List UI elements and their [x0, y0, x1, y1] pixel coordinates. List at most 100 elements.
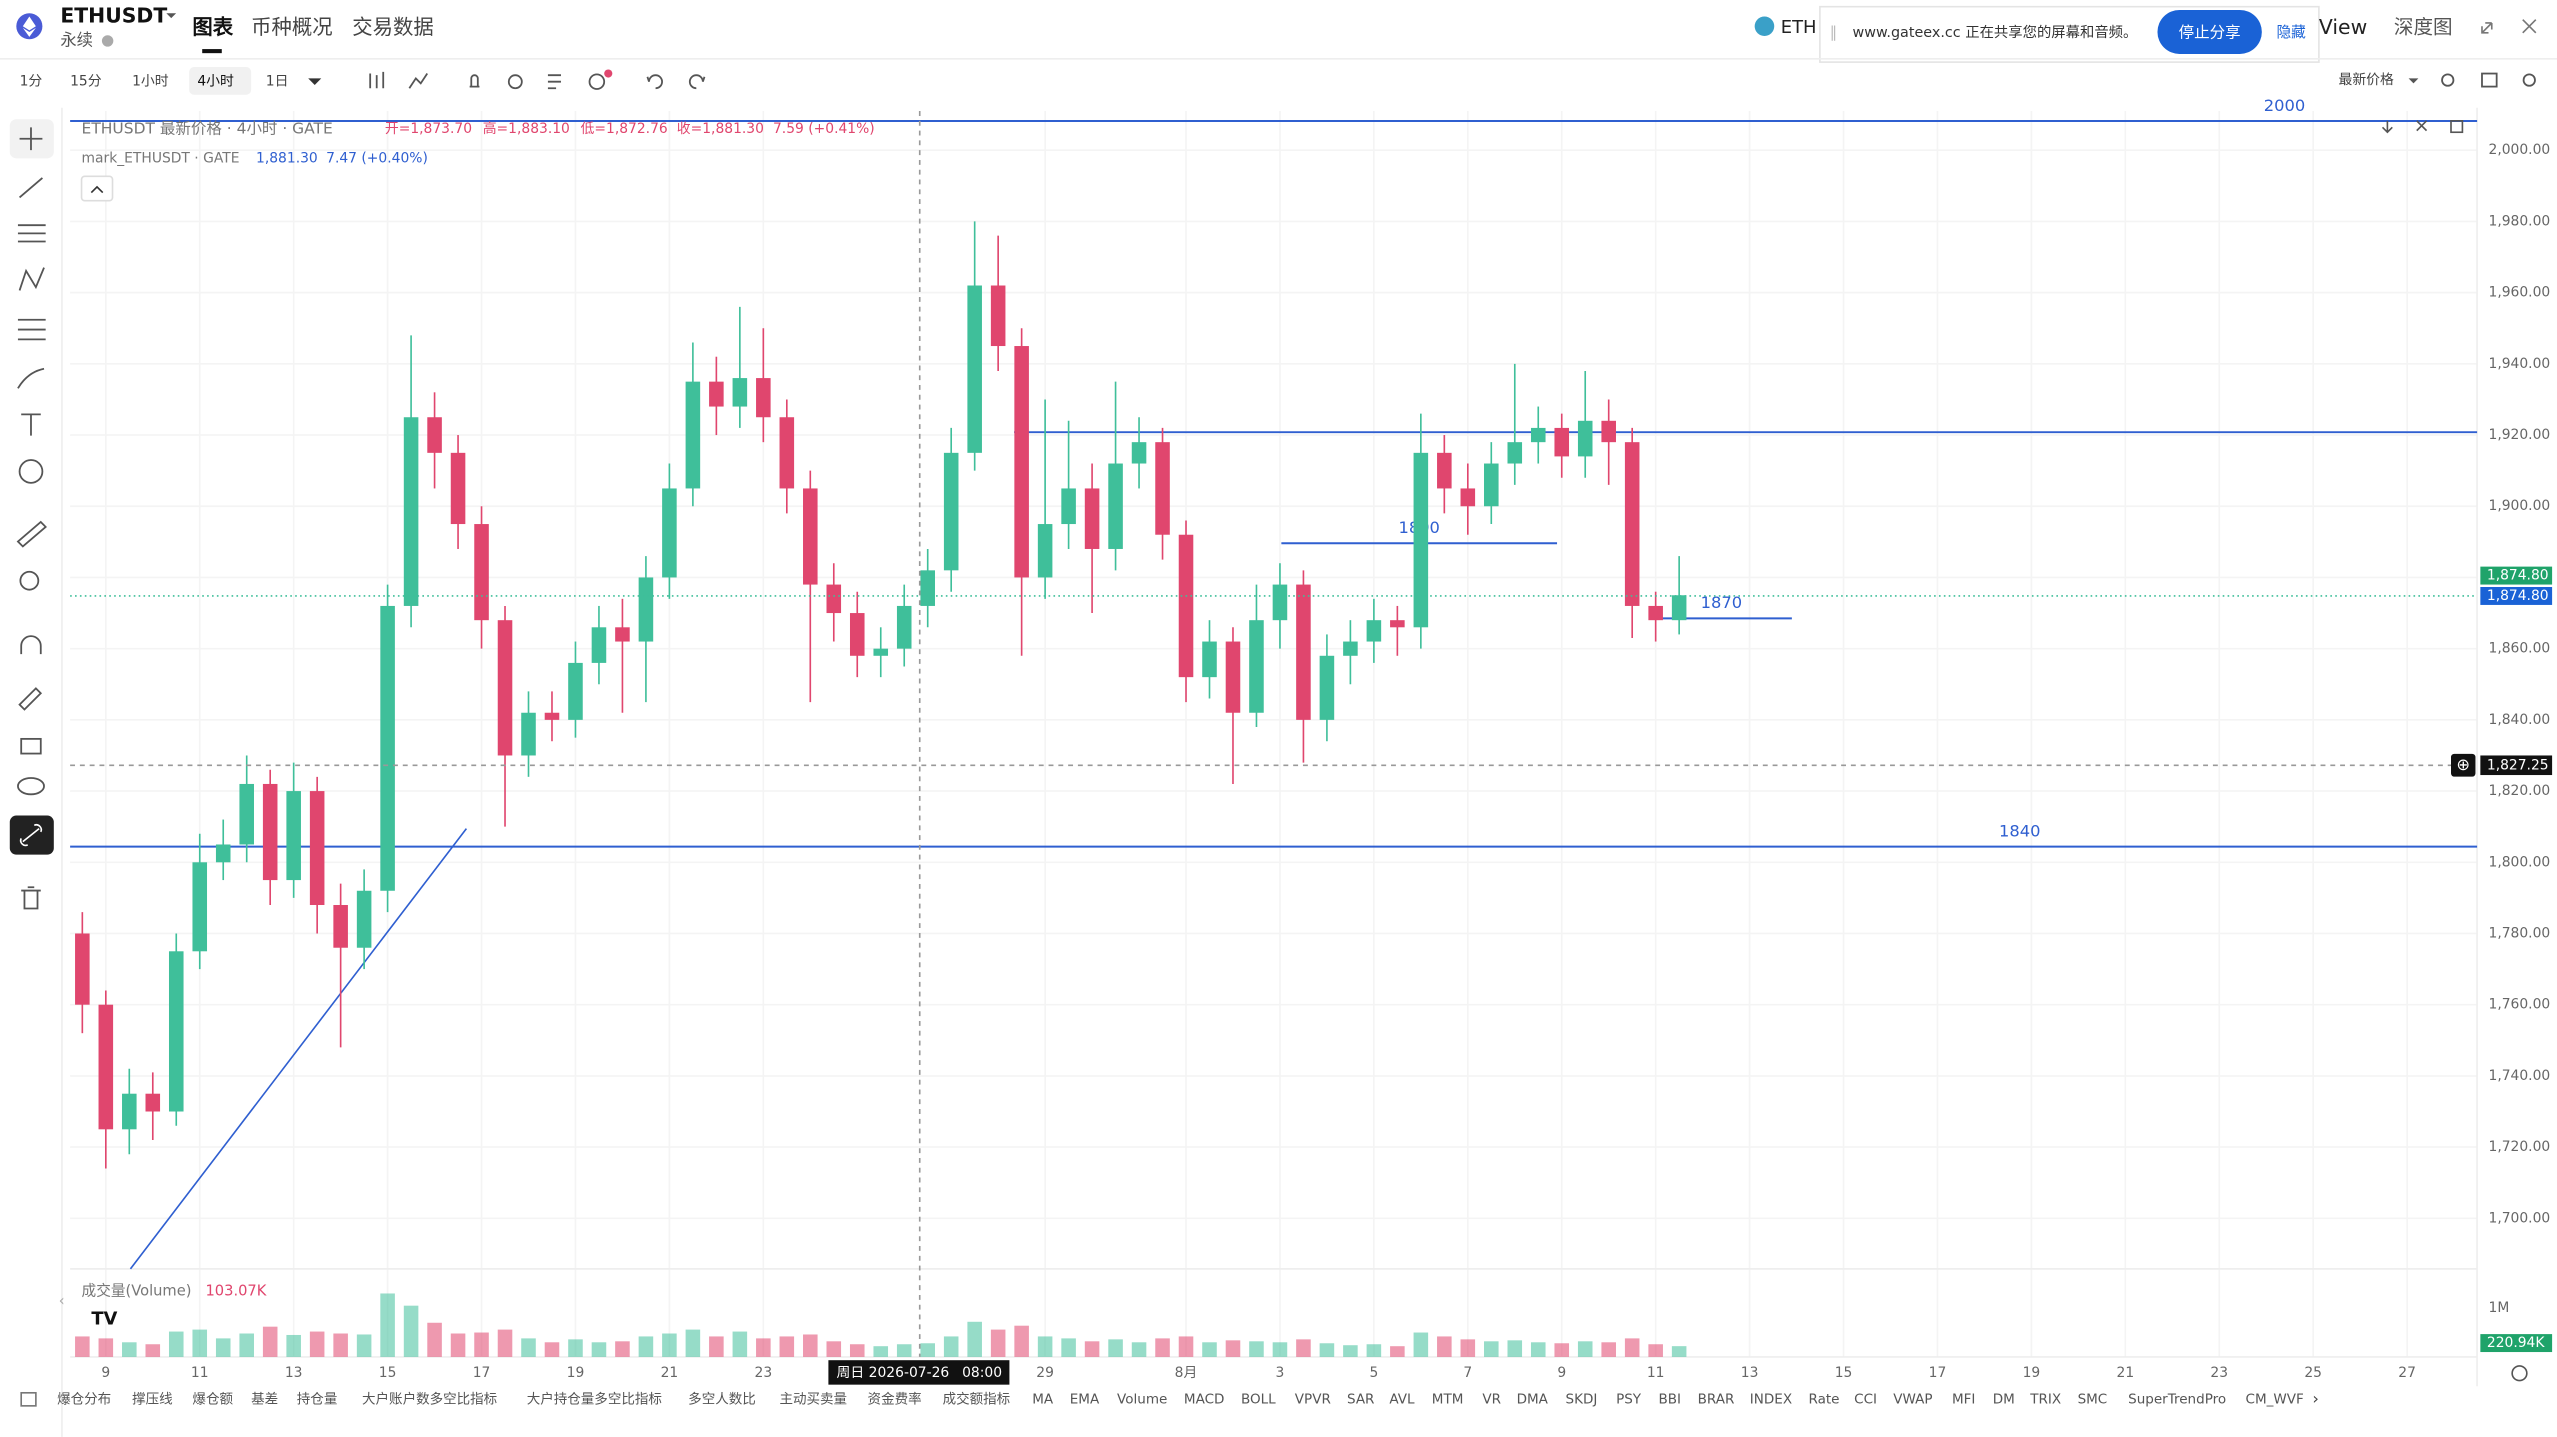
symbol[interactable]: ETHUSDT: [60, 3, 167, 27]
indicator-option[interactable]: Rate: [1808, 1391, 1839, 1407]
indicator-option[interactable]: EMA: [1070, 1391, 1100, 1407]
calendar-icon[interactable]: [20, 1391, 37, 1407]
indicator-option[interactable]: 大户持仓量多空比指标: [527, 1390, 662, 1407]
emoji-tool[interactable]: [18, 459, 44, 484]
indicator-option[interactable]: MTM: [1432, 1391, 1464, 1407]
indicator-option[interactable]: CM_WVF: [2246, 1391, 2304, 1407]
axis-settings[interactable]: [2511, 1365, 2528, 1382]
indicator-option[interactable]: SMC: [2078, 1391, 2108, 1407]
undo-icon[interactable]: [646, 74, 663, 90]
tv-logo: TV: [91, 1308, 117, 1329]
alert-icon[interactable]: [469, 74, 480, 88]
volume-bar: [1437, 1336, 1452, 1357]
indicator-option[interactable]: BOLL: [1241, 1391, 1276, 1407]
pane-arrow[interactable]: ‹: [59, 1292, 65, 1309]
crosshair-add-button[interactable]: [2451, 753, 2476, 777]
indicator-option[interactable]: SAR: [1347, 1391, 1374, 1407]
interval-option[interactable]: 1分: [20, 74, 43, 90]
indicator-option[interactable]: 资金费率: [868, 1390, 922, 1407]
pane-maximize[interactable]: [2450, 120, 2464, 134]
volume-bar: [1530, 1342, 1546, 1357]
ruler-tool[interactable]: [16, 520, 47, 548]
candle-icon[interactable]: [369, 71, 385, 89]
redo-icon[interactable]: [688, 74, 706, 90]
stop-share-button[interactable]: [2157, 9, 2262, 54]
candle-body: [1061, 488, 1076, 525]
indicator-option[interactable]: SuperTrendPro: [2128, 1391, 2226, 1407]
ohlc-value: 7.59 (+0.41%): [773, 121, 875, 137]
indicator-more[interactable]: ›: [2312, 1389, 2319, 1408]
template-icon[interactable]: [547, 74, 561, 90]
candle-body: [474, 524, 489, 621]
tab[interactable]: 交易数据: [352, 15, 434, 39]
indicator-option[interactable]: Volume: [1117, 1391, 1167, 1407]
search-icon[interactable]: [2441, 73, 2455, 87]
indicator-option[interactable]: AVL: [1389, 1391, 1415, 1407]
indicator-option[interactable]: MA: [1032, 1391, 1054, 1407]
brush-tool[interactable]: [17, 367, 45, 389]
settings-icon[interactable]: [2522, 73, 2536, 87]
indicator-option[interactable]: DM: [1993, 1391, 2015, 1407]
price-type[interactable]: 最新价格: [2338, 72, 2394, 88]
indicator-option[interactable]: 爆仓额: [192, 1391, 233, 1407]
lock-draw-tool[interactable]: [18, 687, 43, 711]
tab[interactable]: 币种概况: [251, 15, 333, 39]
camera-icon[interactable]: [2481, 72, 2498, 88]
indicator-option[interactable]: 多空人数比: [688, 1390, 756, 1407]
crosshair-tool[interactable]: [19, 127, 43, 151]
delete-tool[interactable]: [21, 886, 41, 910]
view-tab[interactable]: View: [2319, 15, 2367, 39]
indicator-icon[interactable]: [408, 73, 429, 89]
indicator-option[interactable]: SKDJ: [1566, 1391, 1598, 1407]
indicator-option[interactable]: VPVR: [1295, 1391, 1331, 1407]
indicator-option[interactable]: 持仓量: [297, 1391, 338, 1407]
indicator-option[interactable]: 大户账户数多空比指标: [362, 1390, 497, 1407]
stop-share-label[interactable]: 停止分享: [2179, 23, 2241, 41]
indicator-option[interactable]: PSY: [1616, 1391, 1642, 1407]
indicator-option[interactable]: VWAP: [1893, 1391, 1932, 1407]
indicator-option[interactable]: BBI: [1658, 1391, 1681, 1407]
pane-close[interactable]: [2416, 120, 2428, 132]
interval-option[interactable]: 1日: [266, 74, 289, 90]
indicator-option[interactable]: 主动买卖量: [779, 1391, 847, 1407]
collapse-button[interactable]: [80, 175, 114, 202]
close-icon[interactable]: [2522, 19, 2537, 34]
indicator-option[interactable]: MACD: [1184, 1391, 1225, 1407]
lock-tool[interactable]: [20, 737, 42, 755]
text-tool[interactable]: [21, 413, 41, 436]
magnet-tool[interactable]: [20, 635, 42, 655]
crosshair-time: 08:00: [962, 1365, 1002, 1381]
indicator-option[interactable]: 基差: [251, 1390, 278, 1407]
indicator-option[interactable]: BRAR: [1698, 1391, 1735, 1407]
indicator-option[interactable]: INDEX: [1750, 1391, 1792, 1407]
interval-option[interactable]: 15分: [70, 74, 102, 90]
fib-tool[interactable]: [17, 224, 46, 243]
interval-caret[interactable]: [308, 78, 322, 85]
visibility-tool[interactable]: [17, 777, 45, 796]
indicator-option[interactable]: VR: [1482, 1391, 1501, 1407]
add-icon[interactable]: [588, 73, 606, 90]
tab[interactable]: 图表: [192, 15, 233, 39]
zoom-tool[interactable]: [19, 570, 40, 591]
indicator-option[interactable]: CCI: [1854, 1391, 1877, 1407]
indicator-option[interactable]: 撑压线: [132, 1391, 173, 1407]
pattern-tool[interactable]: [18, 267, 45, 291]
expand-icon[interactable]: [2481, 22, 2493, 34]
indicator-option[interactable]: 成交额指标: [943, 1390, 1011, 1407]
candle-body: [732, 378, 748, 407]
indicator-option[interactable]: DMA: [1517, 1391, 1549, 1407]
interval-option[interactable]: 4小时: [197, 74, 234, 90]
depth-tab[interactable]: 深度图: [2394, 15, 2453, 38]
replay-icon[interactable]: [507, 74, 523, 90]
volume-bar: [1624, 1338, 1640, 1357]
channel-tool[interactable]: [17, 318, 46, 341]
indicator-option[interactable]: 爆仓分布: [57, 1391, 111, 1407]
trend-line[interactable]: [129, 828, 468, 1270]
trendline-tool[interactable]: [18, 177, 43, 199]
indicator-option[interactable]: TRIX: [2029, 1391, 2061, 1407]
pane-down[interactable]: [2381, 120, 2393, 134]
hide-link[interactable]: 隐藏: [2277, 24, 2307, 41]
indicator-option[interactable]: MFI: [1952, 1391, 1975, 1407]
interval-option[interactable]: 1小时: [132, 74, 169, 90]
